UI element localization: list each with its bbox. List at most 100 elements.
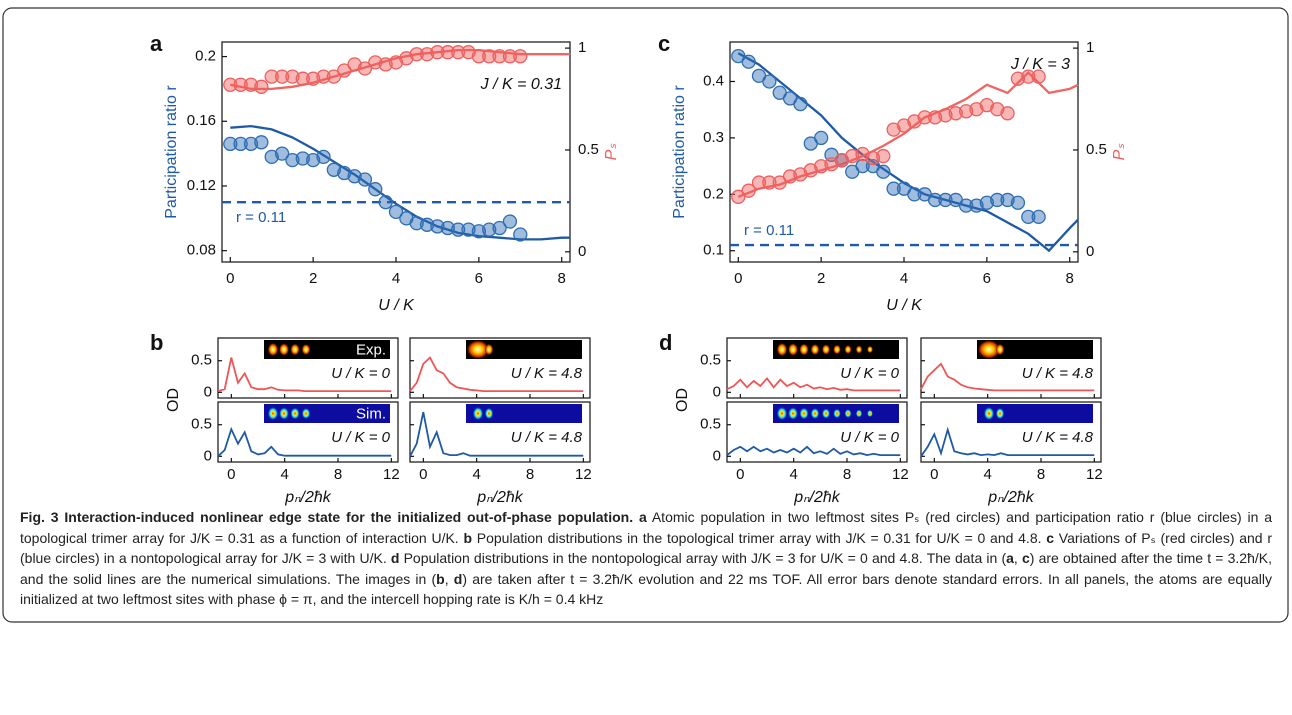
annotation: U / K = 4.8 <box>511 365 583 382</box>
data-point <box>502 214 518 229</box>
image-spot <box>776 406 788 421</box>
x-tick-label: 0 <box>734 270 742 287</box>
x-axis-label: U / K <box>886 297 923 314</box>
axes-frame <box>409 401 591 463</box>
annotation: J / K = 0.31 <box>480 76 562 93</box>
data-point <box>958 198 974 213</box>
y-tick-label: 0 <box>204 447 212 464</box>
data-point <box>461 222 476 237</box>
data-point <box>326 69 342 84</box>
x-tick-label: 8 <box>526 466 534 483</box>
x-tick-label: 12 <box>575 466 592 483</box>
image-spot <box>995 343 1005 356</box>
data-point <box>896 118 912 133</box>
image-spot <box>484 407 494 420</box>
y2-tick-label: 0 <box>1086 243 1094 260</box>
caption-text: ) are taken after t = 3.2ħ/K evolution a… <box>20 570 1272 608</box>
data-point <box>471 49 487 64</box>
image-background <box>977 404 1093 423</box>
data-point <box>1021 69 1036 84</box>
data-point <box>1010 195 1026 210</box>
x-axis-label: pₙ/2ħk <box>793 489 841 506</box>
image-spot <box>977 339 1001 360</box>
data-point <box>409 47 424 62</box>
od-curve <box>726 445 901 457</box>
data-point <box>368 55 383 70</box>
x-tick-label: 12 <box>1086 466 1103 483</box>
od-curve <box>920 426 1095 457</box>
data-point <box>813 130 829 146</box>
data-point <box>979 97 995 113</box>
x-tick-label: 8 <box>1066 270 1074 287</box>
od-curve <box>217 426 392 457</box>
data-point <box>513 227 528 242</box>
y-tick-label: 0.4 <box>703 72 724 89</box>
image-spot <box>472 406 484 421</box>
data-point <box>440 45 455 60</box>
data-point <box>264 69 279 84</box>
caption-text: , <box>1013 550 1022 567</box>
annotation: U / K = 4.8 <box>511 429 583 446</box>
x-tick-label: 0 <box>226 270 234 287</box>
axes-frame <box>726 337 908 399</box>
y2-tick-label: 1 <box>1086 39 1094 56</box>
data-point <box>419 217 435 232</box>
caption-text: d <box>390 550 400 567</box>
y-tick-label: 0.12 <box>187 177 216 194</box>
data-point <box>772 175 787 190</box>
image-background <box>466 404 582 423</box>
image-spot <box>833 408 841 419</box>
x-tick-label: 4 <box>472 466 480 483</box>
data-point <box>969 102 984 117</box>
data-point <box>430 219 445 234</box>
caption-text: ) are obtained after the time t = 3.2ħ/K… <box>20 550 1272 587</box>
camera-image <box>977 404 1093 423</box>
x-axis-label: pₙ/2ħk <box>476 489 524 506</box>
y-tick-label: 0.2 <box>195 48 216 65</box>
data-point <box>990 192 1005 208</box>
image-spot <box>833 344 841 355</box>
data-point <box>886 122 901 137</box>
data-point <box>1010 71 1026 86</box>
camera-image <box>773 404 899 423</box>
figure-border <box>2 7 1289 623</box>
y-tick-label: 0.5 <box>191 352 212 369</box>
x-tick-label: 4 <box>280 466 288 483</box>
y-axis-label: Participation ratio r <box>163 85 180 219</box>
data-point <box>907 187 922 202</box>
camera-image <box>977 339 1093 360</box>
data-point <box>907 114 922 129</box>
x-tick-label: 0 <box>419 466 427 483</box>
y2-tick-label: 0.5 <box>578 141 599 158</box>
x-tick-label: 6 <box>475 270 483 287</box>
y-tick-label: 0.5 <box>700 352 721 369</box>
image-spot <box>278 406 290 421</box>
image-label: Exp. <box>356 341 386 358</box>
image-label: Sim. <box>356 405 386 422</box>
image-spot <box>267 342 279 357</box>
data-point <box>347 57 362 72</box>
data-point <box>295 71 310 86</box>
od-curve <box>217 357 392 392</box>
data-point <box>741 54 756 69</box>
caption-text: Fig. 3 <box>20 509 59 525</box>
data-point <box>357 61 373 76</box>
data-point <box>762 175 777 190</box>
caption-text: a <box>1006 550 1014 567</box>
image-spot <box>290 407 300 420</box>
annotation: J / K = 3 <box>1010 56 1070 73</box>
y-tick-label: 0 <box>204 383 212 400</box>
x-tick-label: 2 <box>309 270 317 287</box>
y-tick-label: 0.08 <box>187 242 216 259</box>
axes-frame <box>217 401 399 463</box>
data-point <box>419 47 435 62</box>
image-spot <box>855 345 863 354</box>
image-spot <box>810 343 820 356</box>
data-point <box>254 135 269 150</box>
data-point <box>378 194 393 210</box>
image-spot <box>983 406 995 421</box>
x-tick-label: 0 <box>930 466 938 483</box>
x-tick-label: 12 <box>383 466 400 483</box>
data-point <box>813 159 829 174</box>
